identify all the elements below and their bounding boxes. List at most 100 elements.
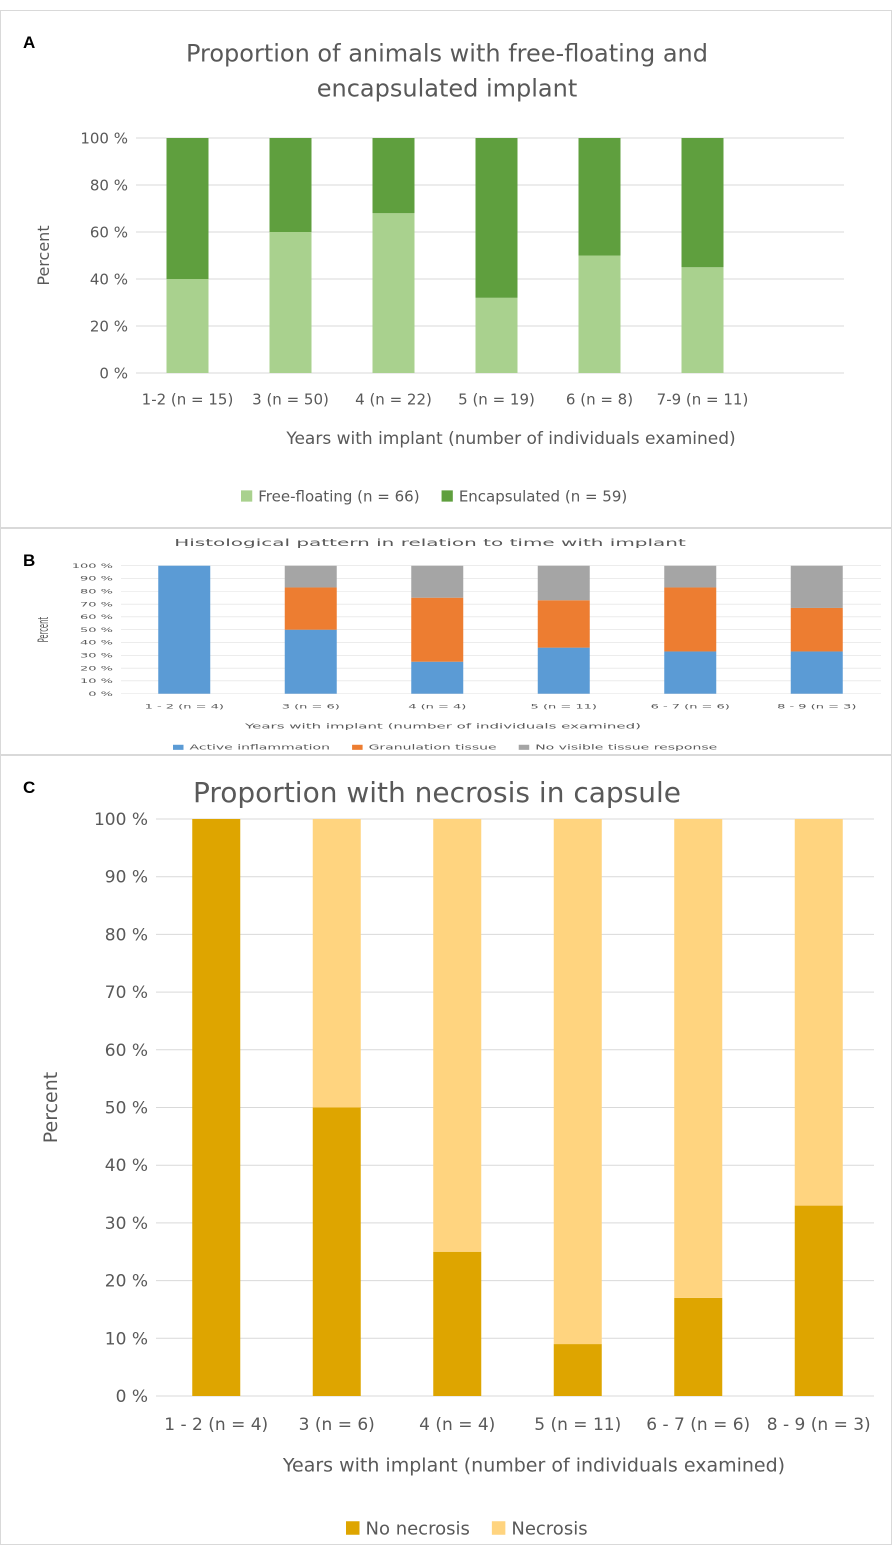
legend-swatch [441,490,453,502]
bar-segment [284,587,337,630]
chart-title: Proportion with necrosis in capsule [193,776,681,809]
bar-segment [433,819,482,1252]
legend-label: Necrosis [511,1518,587,1539]
bar-segment [372,213,415,373]
y-tick-label: 100 % [80,129,128,147]
bar-segment [790,565,843,608]
x-tick-label: 8 - 9 (n = 3) [767,1415,871,1435]
y-tick-label: 50 % [105,1098,148,1118]
x-tick-label: 1 - 2 (n = 4) [145,704,224,711]
bar-segment [664,565,717,588]
x-tick-label: 3 (n = 6) [299,1415,375,1435]
y-tick-label: 70 % [105,983,148,1003]
x-tick-label: 5 (n = 11) [534,1415,621,1435]
x-axis-label: Years with implant (number of individual… [282,1455,785,1477]
y-tick-label: 100 % [72,563,114,570]
legend-swatch [346,1521,360,1535]
x-tick-label: 1-2 (n = 15) [142,390,234,408]
y-tick-label: 80 % [80,589,113,596]
legend-label: Granulation tissue [369,744,497,752]
x-axis-label: Years with implant (number of individual… [244,722,641,731]
y-tick-label: 40 % [105,1156,148,1176]
bar-segment [578,255,621,373]
legend-label: Free-floating (n = 66) [258,487,419,505]
legend-swatch [352,744,363,750]
panel-letter: C [23,778,36,797]
bar-segment [312,819,361,1108]
y-tick-label: 20 % [105,1272,148,1292]
legend-swatch [518,744,530,750]
y-tick-label: 60 % [80,614,113,621]
bar-segment [166,279,209,373]
bar-segment [192,819,241,1396]
y-tick-label: 0 % [116,1387,148,1407]
legend-swatch [173,744,184,750]
panel-letter: A [23,33,36,52]
y-tick-label: 60 % [90,223,128,241]
legend-label: No necrosis [366,1518,470,1539]
y-axis-label: Percent [34,225,53,285]
chart-panel-b: B Histological pattern in relation to ti… [0,528,892,755]
chart-title: Histological pattern in relation to time… [174,537,686,549]
x-tick-label: 6 - 7 (n = 6) [646,1415,750,1435]
bar-segment [312,1107,361,1396]
chart-title: encapsulated implant [317,74,578,102]
bar-segment [794,819,843,1206]
y-tick-label: 40 % [90,270,128,288]
x-tick-label: 4 (n = 4) [419,1415,495,1435]
bar-segment [284,565,337,588]
bar-segment [681,138,724,268]
bar-segment [166,138,209,279]
bar-segment [553,1344,602,1396]
y-tick-label: 20 % [90,317,128,335]
x-tick-label: 7-9 (n = 11) [657,390,749,408]
y-tick-label: 100 % [94,810,148,830]
legend-label: Encapsulated (n = 59) [459,487,627,505]
bar-segment [674,1297,723,1396]
x-tick-label: 4 (n = 22) [355,390,432,408]
bar-segment [674,819,723,1298]
bar-segment [284,629,337,694]
panel-letter: B [23,551,36,570]
x-tick-label: 5 (n = 19) [458,390,535,408]
legend-swatch [491,1521,506,1535]
y-tick-label: 80 % [90,176,128,194]
bar-segment [790,651,843,694]
y-tick-label: 10 % [105,1329,148,1349]
bar-segment [158,565,211,694]
x-tick-label: 4 (n = 4) [408,704,466,711]
y-axis-label: Percent [35,617,52,643]
bar-segment [372,138,415,214]
y-tick-label: 50 % [80,627,113,634]
y-tick-label: 90 % [105,868,148,888]
y-tick-label: 10 % [80,678,113,685]
bar-segment [578,138,621,256]
bar-segment [537,647,590,694]
bar-segment [664,651,717,694]
bar-segment [269,138,312,232]
bar-segment [433,1251,482,1396]
chart-panel-a: A Proportion of animals with free-floati… [0,10,892,528]
bar-segment [475,138,518,298]
bar-segment [553,819,602,1345]
bar-segment [794,1205,843,1396]
y-tick-label: 20 % [80,665,113,672]
x-tick-label: 1 - 2 (n = 4) [164,1415,268,1435]
legend-label: Active inflammation [189,744,330,752]
chart-title: Proportion of animals with free-floating… [186,39,708,67]
bar-segment [681,267,724,373]
y-tick-label: 40 % [80,640,113,647]
y-tick-label: 30 % [80,653,113,660]
bar-segment [537,565,590,601]
x-tick-label: 6 (n = 8) [566,390,633,408]
bar-segment [537,600,590,648]
x-tick-label: 8 - 9 (n = 3) [777,704,856,711]
x-tick-label: 6 - 7 (n = 6) [651,704,730,711]
bar-segment [411,565,464,598]
y-axis-label: Percent [40,1072,62,1144]
legend-label: No visible tissue response [535,744,717,752]
bar-segment [269,232,312,373]
bar-segment [411,661,464,694]
bar-segment [664,587,717,652]
y-tick-label: 0 % [88,691,113,698]
